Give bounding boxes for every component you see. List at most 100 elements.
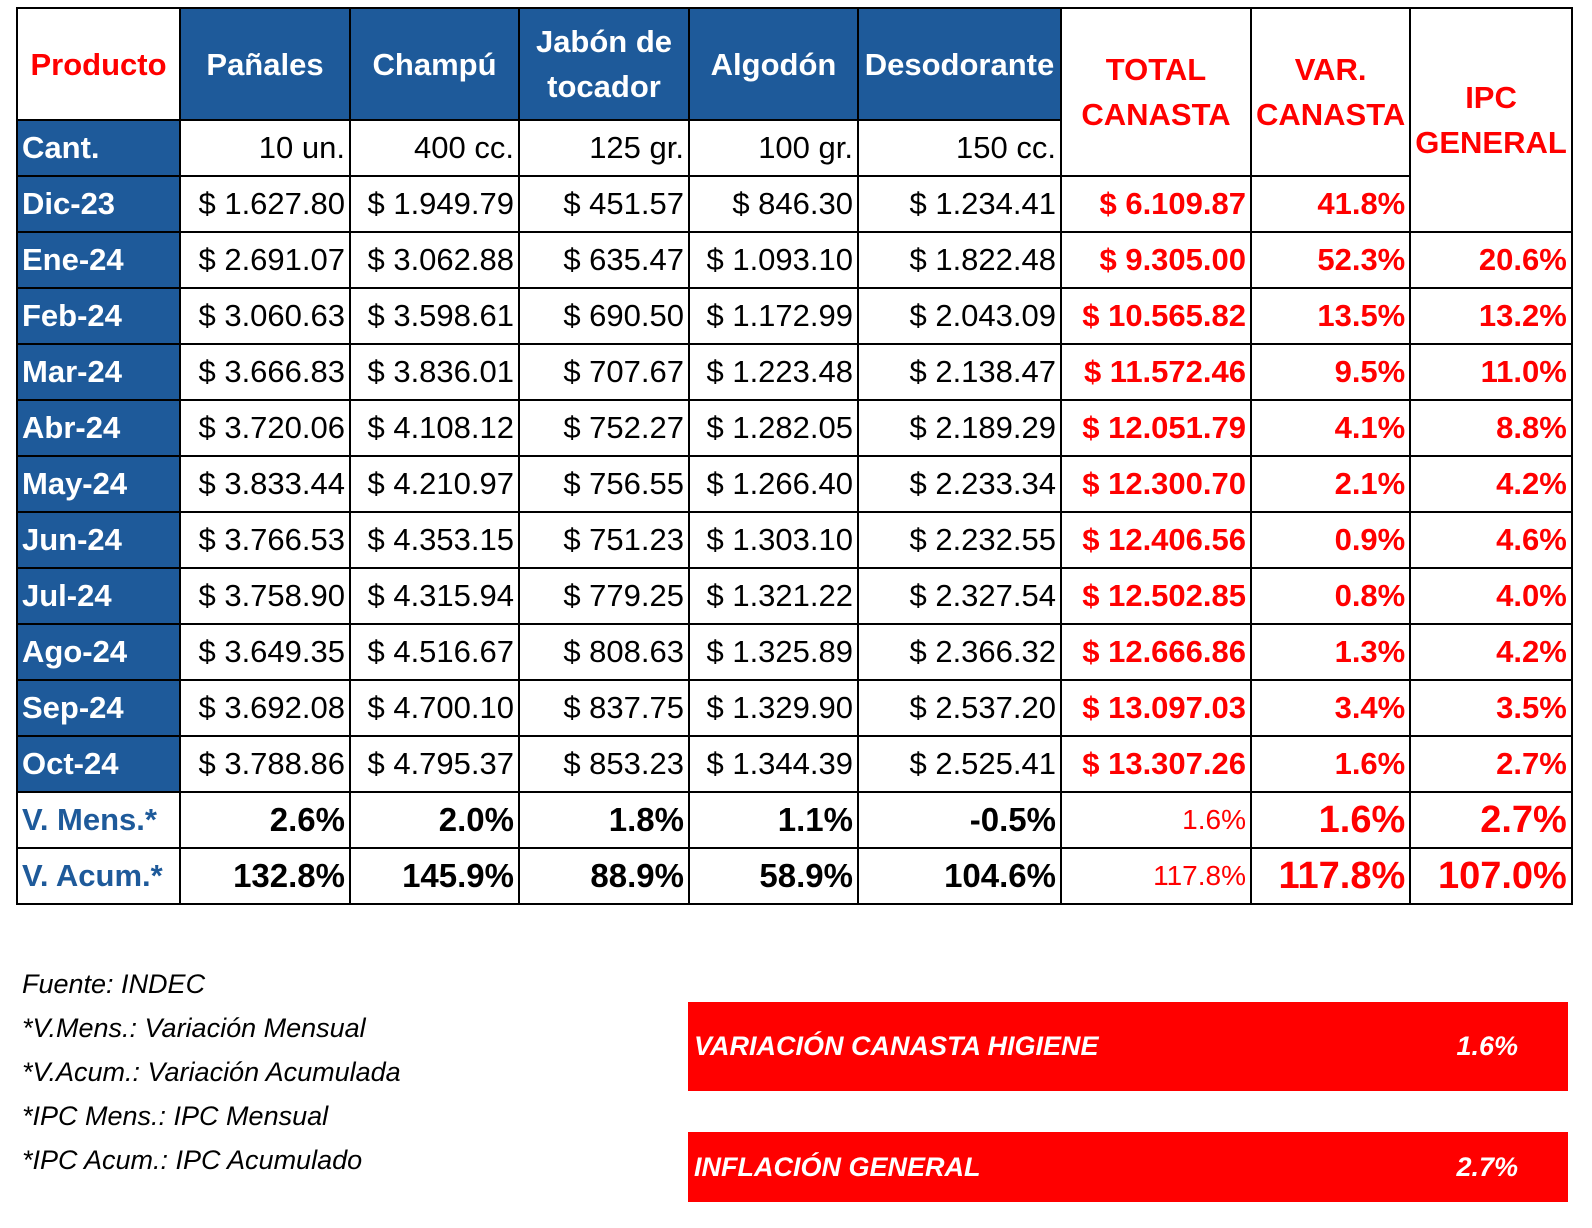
summary-cell: 2.0% — [349, 791, 520, 849]
header-col-2-line-1: tocador — [547, 69, 661, 104]
month-label: Feb-24 — [16, 287, 181, 345]
price-cell: $ 3.788.86 — [179, 735, 351, 793]
box-inflacion-general: INFLACIÓN GENERAL 2.7% — [688, 1132, 1568, 1202]
var-cell: 1.6% — [1249, 735, 1412, 793]
summary-var-cell: 117.8% — [1249, 847, 1412, 905]
price-cell: $ 1.325.89 — [688, 623, 859, 681]
price-cell: $ 2.327.54 — [857, 567, 1062, 625]
price-cell: $ 1.822.48 — [857, 231, 1062, 289]
header-col-2-line-0: Jabón de — [535, 24, 673, 59]
price-cell: $ 1.344.39 — [688, 735, 859, 793]
price-cell: $ 3.692.08 — [179, 679, 351, 737]
table-row: Jul-24 $ 3.758.90 $ 4.315.94 $ 779.25 $ 1.32… — [16, 567, 1573, 625]
price-cell: $ 4.315.94 — [349, 567, 520, 625]
price-cell: $ 1.303.10 — [688, 511, 859, 569]
box-canasta-label: VARIACIÓN CANASTA HIGIENE — [694, 1031, 1099, 1061]
note-vmens: *V.Mens.: Variación Mensual — [22, 1013, 366, 1043]
price-cell: $ 3.060.63 — [179, 287, 351, 345]
price-cell: $ 1.093.10 — [688, 231, 859, 289]
price-cell: $ 635.47 — [518, 231, 690, 289]
total-cell: $ 10.565.82 — [1060, 287, 1252, 345]
table-row: Ene-24 $ 2.691.07 $ 3.062.88 $ 635.47 $ 1.09… — [16, 231, 1573, 289]
month-label: Mar-24 — [16, 343, 181, 401]
ipc-cell: 13.2% — [1409, 287, 1573, 345]
summary-cell: 1.8% — [518, 791, 690, 849]
header-col-4-line-0: Desodorante — [864, 46, 1055, 82]
header-col-1-line-0: Champú — [372, 46, 497, 82]
price-cell: $ 4.516.67 — [349, 623, 520, 681]
total-cell: $ 9.305.00 — [1060, 231, 1252, 289]
price-cell: $ 2.691.07 — [179, 231, 351, 289]
var-cell: 13.5% — [1249, 287, 1412, 345]
summary-total-cell: 117.8% — [1060, 847, 1252, 905]
month-label: Sep-24 — [16, 679, 181, 737]
var-cell: 0.8% — [1249, 567, 1412, 625]
price-cell: $ 1.234.41 — [857, 175, 1062, 233]
price-cell: $ 3.649.35 — [179, 623, 351, 681]
box-inflacion-value: 2.7% — [1456, 1152, 1518, 1182]
total-cell: $ 6.109.87 — [1060, 175, 1252, 233]
ipc-cell: 8.8% — [1409, 399, 1573, 457]
header-total-line-1: CANASTA — [1081, 97, 1231, 132]
price-cell: $ 3.720.06 — [179, 399, 351, 457]
price-cell: $ 853.23 — [518, 735, 690, 793]
price-cell: $ 1.321.22 — [688, 567, 859, 625]
table-row: Jun-24 $ 3.766.53 $ 4.353.15 $ 751.23 $ 1.30… — [16, 511, 1573, 569]
total-cell: $ 12.502.85 — [1060, 567, 1252, 625]
var-cell: 1.3% — [1249, 623, 1412, 681]
price-cell: $ 3.598.61 — [349, 287, 520, 345]
total-cell: $ 13.097.03 — [1060, 679, 1252, 737]
quantity-cell: 125 gr. — [518, 119, 690, 177]
ipc-cell: 2.7% — [1409, 735, 1573, 793]
header-col-3-line-0: Algodón — [710, 46, 837, 82]
month-label: Jul-24 — [16, 567, 181, 625]
ipc-cell: 4.0% — [1409, 567, 1573, 625]
total-cell: $ 12.051.79 — [1060, 399, 1252, 457]
price-cell: $ 3.666.83 — [179, 343, 351, 401]
header-col-0: Pañales — [179, 7, 351, 121]
var-cell: 0.9% — [1249, 511, 1412, 569]
box-canasta-higiene: VARIACIÓN CANASTA HIGIENE 1.6% — [688, 1002, 1568, 1091]
table-row: Sep-24 $ 3.692.08 $ 4.700.10 $ 837.75 $ 1.32… — [16, 679, 1573, 737]
price-cell: $ 3.766.53 — [179, 511, 351, 569]
header-var-line-1: CANASTA — [1256, 97, 1406, 132]
price-cell: $ 1.627.80 — [179, 175, 351, 233]
note-ipcmens: *IPC Mens.: IPC Mensual — [22, 1101, 329, 1131]
header-ipc: IPC GENERAL — [1409, 7, 1573, 233]
month-label: Abr-24 — [16, 399, 181, 457]
summary-cell: 58.9% — [688, 847, 859, 905]
price-cell: $ 808.63 — [518, 623, 690, 681]
table-row: Dic-23 $ 1.627.80 $ 1.949.79 $ 451.57 $ 846.… — [16, 175, 1572, 233]
summary-label: V. Acum.* — [16, 847, 181, 905]
summary-ipc-cell: 107.0% — [1409, 847, 1573, 905]
price-cell: $ 1.172.99 — [688, 287, 859, 345]
price-cell: $ 2.366.32 — [857, 623, 1062, 681]
total-cell: $ 12.300.70 — [1060, 455, 1252, 513]
price-cell: $ 2.537.20 — [857, 679, 1062, 737]
table-row: Oct-24 $ 3.788.86 $ 4.795.37 $ 853.23 $ 1.34… — [16, 735, 1573, 793]
header-col-4: Desodorante — [857, 7, 1062, 121]
var-cell: 9.5% — [1249, 343, 1412, 401]
var-cell: 41.8% — [1249, 175, 1412, 233]
price-cell: $ 1.266.40 — [688, 455, 859, 513]
summary-total-cell: 1.6% — [1060, 791, 1252, 849]
price-table: Producto Pañales Champú Jabón de tocador … — [16, 7, 1573, 905]
price-cell: $ 779.25 — [518, 567, 690, 625]
var-cell: 4.1% — [1249, 399, 1412, 457]
summary-ipc-cell: 2.7% — [1409, 791, 1573, 849]
ipc-cell: 4.2% — [1409, 623, 1573, 681]
price-cell: $ 846.30 — [688, 175, 859, 233]
ipc-cell: 4.6% — [1409, 511, 1573, 569]
quantity-cell: 150 cc. — [857, 119, 1062, 177]
month-label: Oct-24 — [16, 735, 181, 793]
total-cell: $ 13.307.26 — [1060, 735, 1252, 793]
quantity-label: Cant. — [16, 119, 181, 177]
summary-var-cell: 1.6% — [1249, 791, 1412, 849]
price-cell: $ 690.50 — [518, 287, 690, 345]
price-cell: $ 4.108.12 — [349, 399, 520, 457]
header-var-line-0: VAR. — [1294, 52, 1367, 87]
header-col-2: Jabón de tocador — [518, 7, 690, 121]
price-cell: $ 4.795.37 — [349, 735, 520, 793]
summary-cell: 132.8% — [179, 847, 351, 905]
ipc-cell: 11.0% — [1409, 343, 1573, 401]
